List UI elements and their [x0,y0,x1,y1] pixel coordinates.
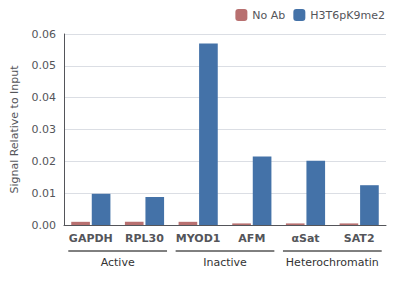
svg-text:0.02: 0.02 [32,155,57,168]
svg-text:Heterochromatin: Heterochromatin [286,256,379,269]
svg-text:MYOD1: MYOD1 [176,232,221,245]
svg-text:H3T6pK9me2: H3T6pK9me2 [310,9,385,22]
svg-text:GAPDH: GAPDH [69,232,113,245]
svg-text:0.04: 0.04 [32,91,57,104]
svg-text:SAT2: SAT2 [344,232,375,245]
svg-text:RPL30: RPL30 [125,232,164,245]
svg-text:Signal Relative to Input: Signal Relative to Input [8,65,21,194]
svg-text:0.03: 0.03 [32,123,57,136]
svg-text:0.06: 0.06 [32,28,57,41]
svg-text:Active: Active [101,256,135,269]
svg-text:0.05: 0.05 [32,59,57,72]
svg-text:No Ab: No Ab [252,9,285,22]
svg-text:Inactive: Inactive [203,256,247,269]
svg-text:AFM: AFM [238,232,265,245]
svg-text:0.00: 0.00 [32,219,57,232]
svg-text:αSat: αSat [291,232,319,245]
svg-text:0.01: 0.01 [32,187,57,200]
